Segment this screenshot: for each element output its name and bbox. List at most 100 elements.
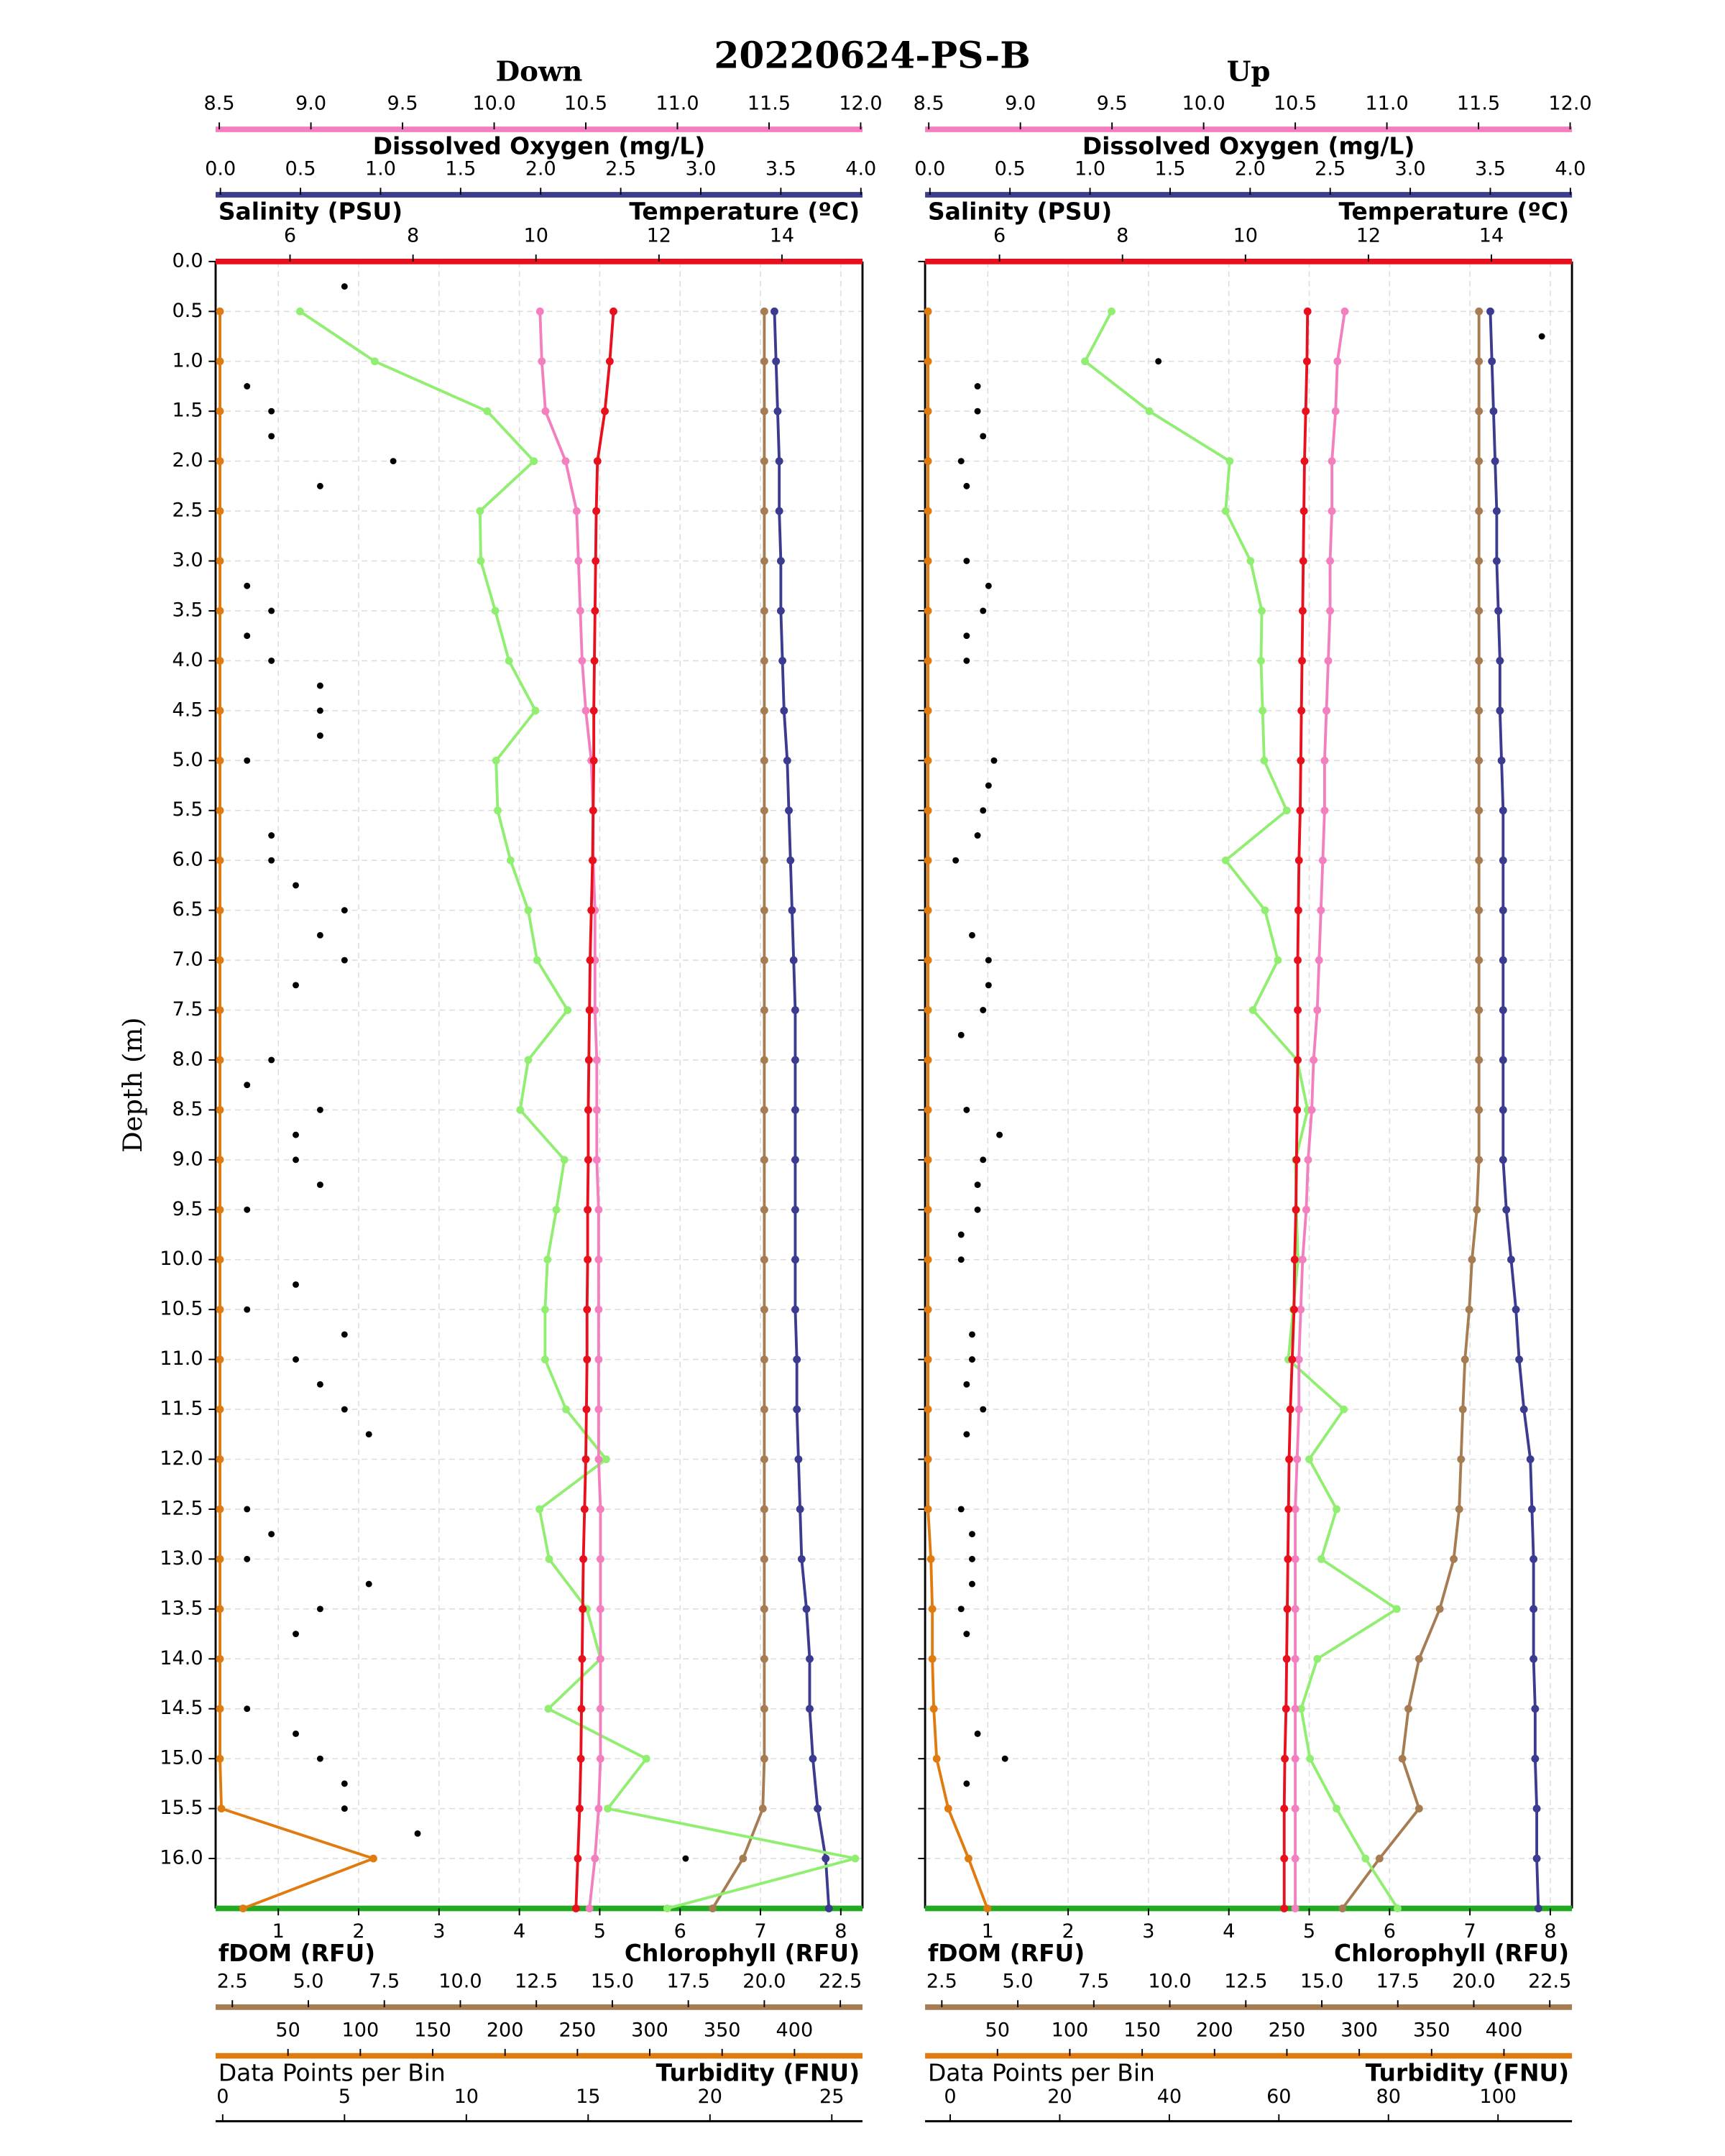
x-tick-label: 1 (982, 1920, 994, 1943)
data-point (293, 1356, 299, 1363)
data-point (1404, 1705, 1412, 1713)
data-point (545, 1554, 553, 1563)
data-point (610, 307, 617, 315)
data-point (592, 557, 600, 565)
x-tick-label: 6 (674, 1920, 686, 1943)
x-tick-label: 8 (834, 1920, 847, 1943)
data-point (268, 407, 275, 415)
data-point (794, 1455, 803, 1463)
y-tick-label: 15.5 (160, 1797, 203, 1819)
data-point (974, 1206, 981, 1213)
data-point (560, 1156, 569, 1164)
data-point (1257, 656, 1265, 665)
data-point (268, 607, 275, 614)
data-point (822, 1854, 830, 1863)
y-tick-label: 13.5 (160, 1597, 203, 1619)
data-point (1294, 1405, 1303, 1414)
data-point (1297, 1705, 1305, 1713)
data-point (562, 1405, 570, 1414)
data-point (957, 1606, 965, 1613)
data-point (1281, 1754, 1289, 1763)
data-point (535, 307, 544, 315)
data-point (293, 1156, 299, 1164)
data-point (533, 956, 541, 964)
data-point (216, 756, 224, 765)
data-point (341, 283, 348, 290)
data-point (1298, 656, 1306, 665)
x-tick-label: 100 (1479, 2086, 1517, 2108)
data-point (244, 582, 251, 589)
data-point (216, 1256, 224, 1264)
data-point (739, 1854, 748, 1863)
data-point (996, 1131, 1003, 1138)
data-point (341, 1406, 348, 1413)
data-point (576, 607, 584, 615)
data-point (578, 1654, 586, 1663)
data-point (216, 1654, 224, 1663)
data-point (1491, 457, 1499, 466)
data-point (596, 1554, 604, 1563)
data-point (579, 1605, 587, 1613)
data-point (293, 1730, 299, 1737)
data-point (944, 1805, 952, 1813)
data-point (316, 1381, 323, 1388)
data-point (584, 1105, 592, 1114)
axis-label: Dissolved Oxygen (mg/L) (373, 132, 706, 160)
data-point (1488, 357, 1496, 366)
data-point (1534, 1904, 1542, 1912)
data-point (775, 507, 783, 515)
data-point (809, 1754, 817, 1763)
data-point (591, 1006, 599, 1014)
data-point (341, 1805, 348, 1812)
data-point (793, 1355, 801, 1364)
y-tick-label: 6.5 (172, 898, 203, 921)
data-point (605, 357, 614, 366)
data-point (293, 1631, 299, 1637)
x-tick-label: 0.5 (285, 158, 316, 180)
data-point (760, 1505, 768, 1514)
data-point (924, 856, 932, 865)
data-point (760, 1305, 768, 1314)
data-point (524, 906, 533, 915)
data-point (1317, 906, 1325, 915)
data-point (581, 706, 590, 715)
data-point (293, 1281, 299, 1288)
y-tick-label: 2.0 (172, 449, 203, 471)
data-point (760, 407, 768, 415)
x-tick-label: 4.0 (845, 158, 876, 180)
data-point (924, 756, 932, 765)
data-point (1286, 1405, 1294, 1414)
data-point (592, 1056, 601, 1064)
data-point (1499, 906, 1507, 915)
data-point (1499, 1156, 1507, 1164)
data-point (1291, 1654, 1300, 1663)
data-point (596, 1654, 604, 1663)
data-point (477, 557, 485, 565)
data-point (1340, 1405, 1348, 1414)
data-point (216, 557, 224, 565)
data-point (924, 557, 932, 565)
panel: Down Depth (m) 0.0 0.5 1.0 1.5 2.0 2.5 3.0 3.5 4.0… (117, 56, 883, 2123)
data-point (1333, 357, 1342, 366)
data-point (216, 1355, 224, 1364)
x-tick-label: 14 (1479, 225, 1504, 247)
data-point (244, 1506, 251, 1513)
x-tick-label: 15.0 (1300, 1971, 1343, 1993)
data-point (1280, 1854, 1289, 1863)
x-tick-label: 1 (272, 1920, 285, 1943)
data-point (924, 1156, 932, 1164)
axis-label: Turbidity (FNU) (1366, 2058, 1569, 2086)
data-point (1465, 1305, 1473, 1314)
data-point (591, 1854, 599, 1863)
data-point (1299, 557, 1307, 565)
y-tick-label: 3.5 (172, 599, 203, 621)
x-tick-label: 12 (1356, 225, 1381, 247)
x-tick-label: 10 (523, 225, 548, 247)
data-point (824, 1904, 833, 1912)
data-point (583, 1305, 592, 1314)
data-point (516, 1105, 525, 1114)
data-point (963, 1106, 970, 1113)
data-point (316, 707, 323, 714)
data-point (295, 307, 304, 315)
data-point (1291, 1554, 1300, 1563)
